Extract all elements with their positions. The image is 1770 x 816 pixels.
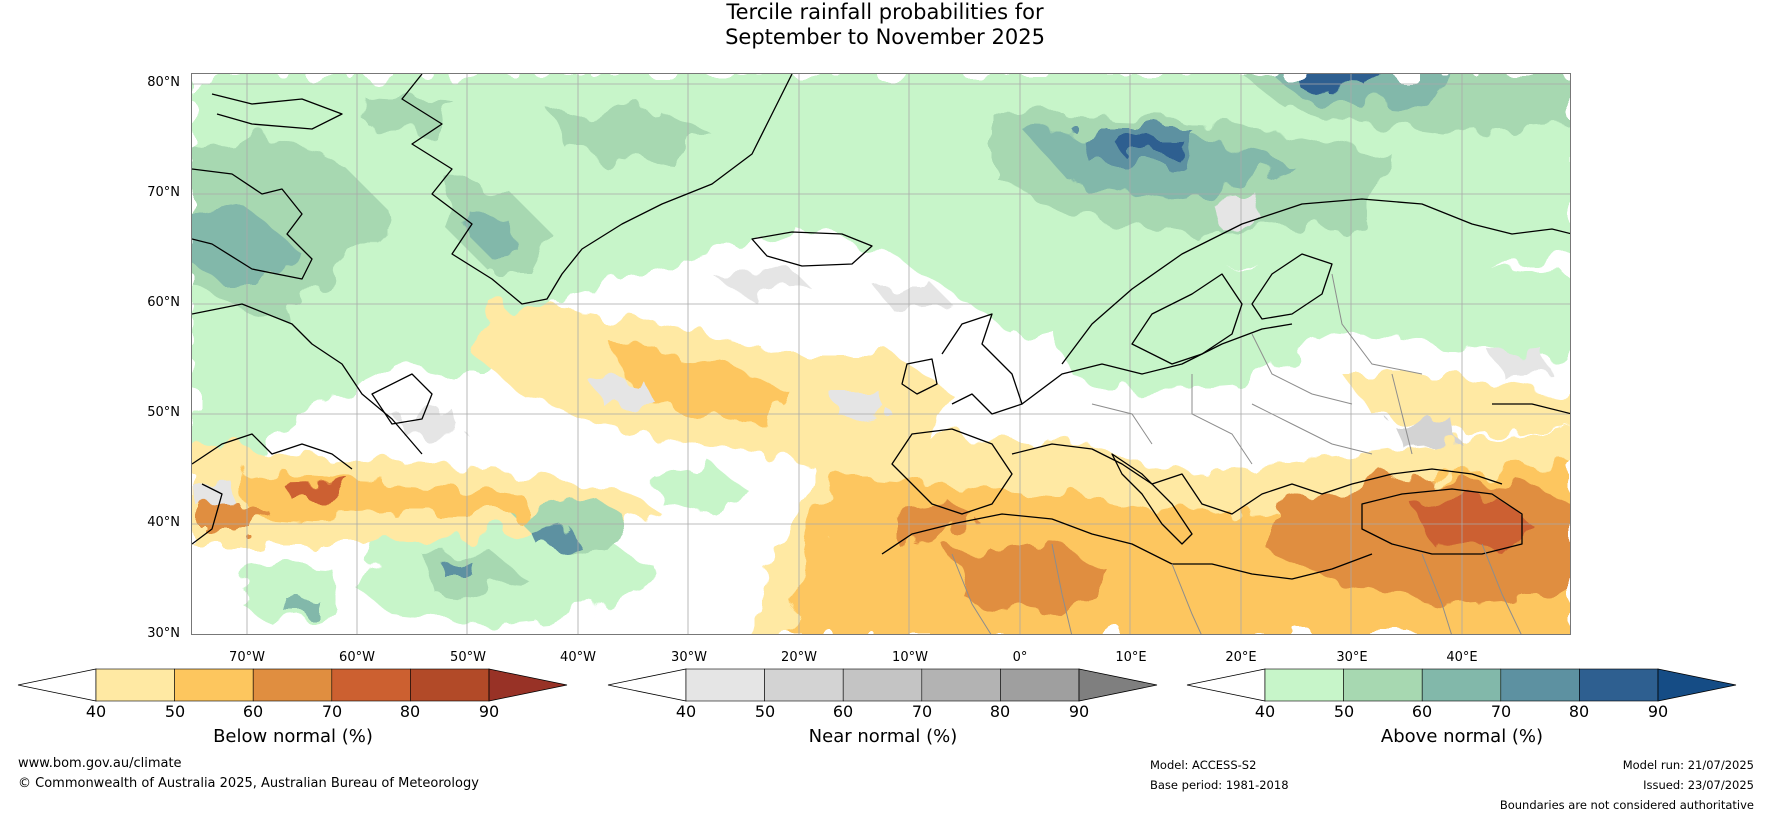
lon-label-30e: 30°E bbox=[1336, 650, 1368, 665]
lat-label-80: 80°N bbox=[147, 75, 180, 90]
colorbar-below-tick: 40 bbox=[85, 702, 107, 721]
colorbar-near-tick: 60 bbox=[832, 702, 854, 721]
colorbar-segment bbox=[1500, 668, 1580, 702]
colorbar-near-tick: 40 bbox=[675, 702, 697, 721]
lon-label-10e: 10°E bbox=[1115, 650, 1147, 665]
lat-label-60: 60°N bbox=[147, 295, 180, 310]
website-link[interactable]: www.bom.gov.au/climate bbox=[18, 756, 182, 771]
lat-label-50: 50°N bbox=[147, 405, 180, 420]
colorbar-below-tick: 60 bbox=[242, 702, 264, 721]
lat-label-70: 70°N bbox=[147, 185, 180, 200]
copyright-text: © Commonwealth of Australia 2025, Austra… bbox=[18, 776, 479, 791]
colorbar-below-tick: 80 bbox=[399, 702, 421, 721]
lon-label-40e: 40°E bbox=[1446, 650, 1478, 665]
colorbar-upper-extension bbox=[1078, 668, 1158, 702]
colorbar-lower-extension bbox=[1186, 668, 1266, 702]
colorbar-near-title: Near normal (%) bbox=[808, 726, 958, 747]
colorbar-near-normal: 40 50 60 70 80 90 bbox=[607, 668, 1158, 721]
lat-label-40: 40°N bbox=[147, 515, 180, 530]
colorbar-segment bbox=[252, 668, 333, 702]
colorbar-below-normal: 40 50 60 70 80 90 bbox=[17, 668, 568, 721]
title-line-1: Tercile rainfall probabilities for bbox=[726, 0, 1044, 24]
colorbar-near-tick: 70 bbox=[911, 702, 933, 721]
colorbar-above-tick: 50 bbox=[1333, 702, 1355, 721]
colorbar-near-tick: 50 bbox=[754, 702, 776, 721]
lon-label-20e: 20°E bbox=[1225, 650, 1257, 665]
colorbar-near-tick: 80 bbox=[989, 702, 1011, 721]
map-canvas bbox=[192, 74, 1570, 634]
colorbar-above-tick: 70 bbox=[1490, 702, 1512, 721]
rainfall-map[interactable] bbox=[191, 73, 1571, 635]
colorbar-segment bbox=[685, 668, 765, 702]
colorbar-segment bbox=[764, 668, 844, 702]
colorbar-segment bbox=[842, 668, 923, 702]
model-run-date: Model run: 21/07/2025 bbox=[1622, 758, 1754, 772]
coastlines bbox=[192, 74, 1570, 580]
colorbar-above-tick: 90 bbox=[1647, 702, 1669, 721]
colorbar-above-tick: 80 bbox=[1568, 702, 1590, 721]
colorbar-segment bbox=[410, 668, 490, 702]
colorbar-segment bbox=[921, 668, 1001, 702]
base-period: Base period: 1981-2018 bbox=[1150, 778, 1289, 792]
colorbar-near-tick: 90 bbox=[1068, 702, 1090, 721]
lon-label-50w: 50°W bbox=[450, 650, 486, 665]
map-title: Tercile rainfall probabilities for Septe… bbox=[0, 0, 1770, 50]
colorbar-segment bbox=[1579, 668, 1659, 702]
colorbar-below-tick: 70 bbox=[321, 702, 343, 721]
colorbar-lower-extension bbox=[17, 668, 97, 702]
colorbar-above-normal: 40 50 60 70 80 90 bbox=[1186, 668, 1737, 721]
colorbar-segment bbox=[174, 668, 254, 702]
colorbar-above-title: Above normal (%) bbox=[1380, 726, 1544, 747]
colorbar-above-swatches bbox=[1186, 668, 1737, 702]
issued-date: Issued: 23/07/2025 bbox=[1643, 778, 1754, 792]
boundary-disclaimer: Boundaries are not considered authoritat… bbox=[1499, 798, 1754, 812]
colorbar-segment bbox=[331, 668, 411, 702]
lon-label-60w: 60°W bbox=[339, 650, 375, 665]
lat-label-30: 30°N bbox=[147, 626, 180, 641]
colorbar-below-tick: 50 bbox=[164, 702, 186, 721]
lon-label-40w: 40°W bbox=[560, 650, 596, 665]
lon-label-10w: 10°W bbox=[892, 650, 928, 665]
colorbar-lower-extension bbox=[607, 668, 687, 702]
colorbar-near-swatches bbox=[607, 668, 1158, 702]
colorbar-above-tick: 60 bbox=[1411, 702, 1433, 721]
lon-label-0: 0° bbox=[1012, 650, 1028, 665]
lon-label-70w: 70°W bbox=[229, 650, 265, 665]
probability-shading bbox=[192, 74, 1570, 634]
model-name: Model: ACCESS-S2 bbox=[1150, 758, 1257, 772]
lon-label-30w: 30°W bbox=[671, 650, 707, 665]
colorbar-below-title: Below normal (%) bbox=[213, 726, 373, 747]
colorbar-above-tick: 40 bbox=[1254, 702, 1276, 721]
colorbar-segment bbox=[1264, 668, 1344, 702]
national-borders bbox=[951, 273, 1522, 634]
lon-label-20w: 20°W bbox=[781, 650, 817, 665]
colorbar-below-swatches bbox=[17, 668, 568, 702]
colorbar-below-tick: 90 bbox=[478, 702, 500, 721]
colorbar-segment bbox=[95, 668, 175, 702]
title-line-2: September to November 2025 bbox=[725, 25, 1045, 49]
colorbar-upper-extension bbox=[1657, 668, 1737, 702]
graticule bbox=[192, 74, 1570, 634]
colorbar-segment bbox=[1000, 668, 1080, 702]
colorbar-upper-extension bbox=[488, 668, 568, 702]
colorbar-segment bbox=[1421, 668, 1502, 702]
colorbar-segment bbox=[1343, 668, 1423, 702]
